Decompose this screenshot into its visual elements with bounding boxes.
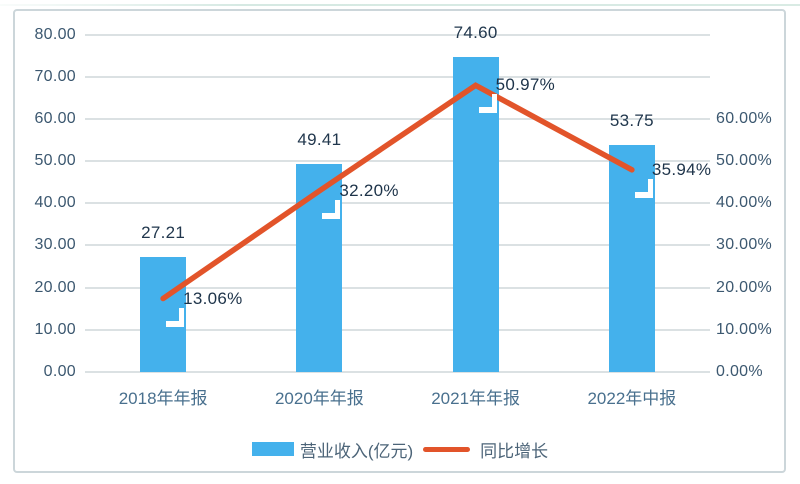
y-axis-tick-left: 20.00 xyxy=(34,278,76,296)
white-notch-artifact xyxy=(491,94,497,110)
y-axis-tick-left: 60.00 xyxy=(34,109,76,127)
bar-series-label: 营业收入(亿元) xyxy=(299,441,414,461)
x-axis-label: 2018年年报 xyxy=(118,389,208,408)
y-axis-tick-right: 30.00% xyxy=(716,236,773,254)
growth-point-label: 13.06% xyxy=(183,288,243,308)
growth-point-label: 50.97% xyxy=(495,75,556,95)
top-divider-line xyxy=(0,4,800,6)
white-notch-artifact xyxy=(335,199,341,215)
bar-value-label: 53.75 xyxy=(609,111,654,131)
white-notch-artifact xyxy=(322,212,341,219)
bar-value-label: 49.41 xyxy=(297,129,342,149)
white-notch-artifact xyxy=(647,178,653,194)
revenue-bar xyxy=(296,163,343,372)
y-axis-tick-right: 0.00% xyxy=(716,363,763,380)
y-axis-tick-left: 0.00 xyxy=(43,363,76,380)
y-axis-tick-left: 80.00 xyxy=(34,25,76,43)
white-notch-artifact xyxy=(634,191,653,198)
x-axis-label: 2021年年报 xyxy=(431,389,521,408)
bar-series-swatch xyxy=(251,442,294,456)
legend: 营业收入(亿元) 同比增长 xyxy=(0,438,800,461)
x-axis-label: 2020年年报 xyxy=(274,389,364,408)
y-axis-tick-right: 50.00% xyxy=(716,152,773,170)
y-axis-tick-left: 70.00 xyxy=(34,67,76,85)
y-axis-tick-left: 40.00 xyxy=(34,194,76,212)
y-axis-tick-left: 10.00 xyxy=(34,320,76,338)
y-axis-tick-right: 60.00% xyxy=(716,109,773,127)
y-axis-tick-left: 50.00 xyxy=(34,152,76,170)
y-axis-tick-right: 40.00% xyxy=(716,194,773,212)
gridline xyxy=(85,75,710,78)
white-notch-artifact xyxy=(166,320,185,327)
bar-value-label: 74.60 xyxy=(453,23,498,43)
y-axis-tick-left: 30.00 xyxy=(34,236,76,254)
growth-point-label: 32.20% xyxy=(339,180,399,200)
gridline xyxy=(85,328,710,331)
gridline xyxy=(85,33,710,36)
y-axis-tick-right: 20.00% xyxy=(716,278,773,296)
gridline xyxy=(85,371,710,373)
x-axis-label: 2022年中报 xyxy=(587,389,677,408)
white-notch-artifact xyxy=(478,107,497,114)
y-axis-tick-right: 10.00% xyxy=(716,320,773,338)
white-notch-artifact xyxy=(179,307,185,323)
growth-point-label: 35.94% xyxy=(651,159,712,179)
line-series-label: 同比增长 xyxy=(480,441,549,461)
line-series-swatch xyxy=(423,446,471,452)
bar-value-label: 27.21 xyxy=(141,223,186,243)
